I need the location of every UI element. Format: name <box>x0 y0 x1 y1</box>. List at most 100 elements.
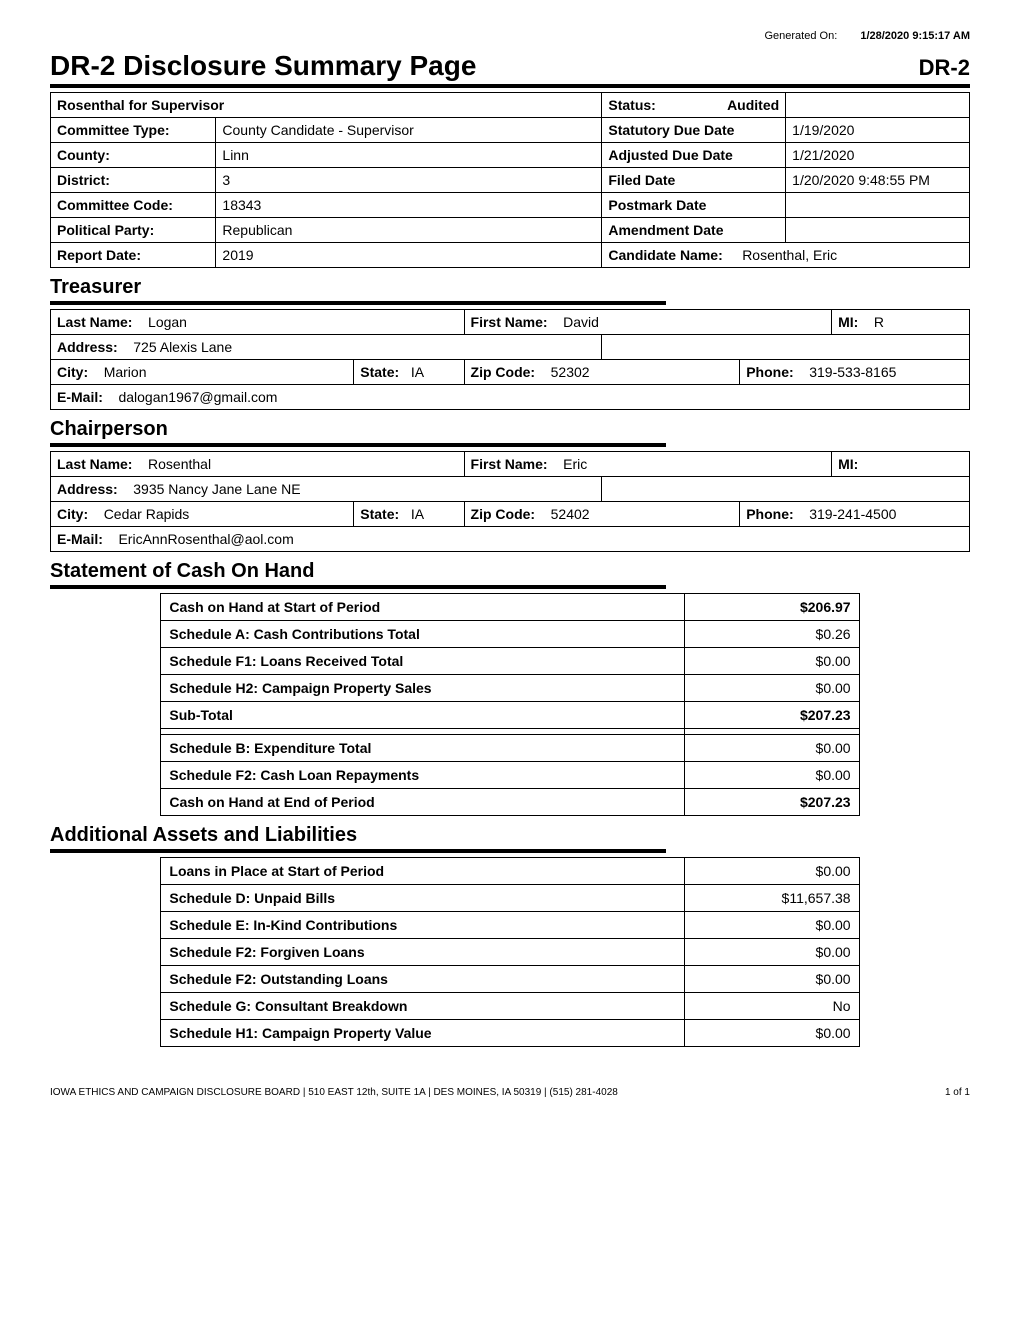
c-email-value: EricAnnRosenthal@aol.com <box>118 531 293 547</box>
filed-value: 1/20/2020 9:48:55 PM <box>792 172 930 188</box>
liability-row-value: $0.00 <box>685 939 860 966</box>
t-email-value: dalogan1967@gmail.com <box>118 389 277 405</box>
t-city-label: City: <box>57 364 88 380</box>
generated-label: Generated On: <box>764 30 837 42</box>
liabilities-table: Loans in Place at Start of Period$0.00Sc… <box>160 857 859 1047</box>
cash-row-value: $207.23 <box>685 789 860 816</box>
cash-row-label: Schedule H2: Campaign Property Sales <box>161 675 685 702</box>
c-last-value: Rosenthal <box>148 456 211 472</box>
t-first-label: First Name: <box>471 314 548 330</box>
c-mi-label: MI: <box>838 456 858 472</box>
status-cell: Status: Audited <box>602 93 786 118</box>
t-first-value: David <box>563 314 599 330</box>
page-title: DR-2 Disclosure Summary Page <box>50 50 476 82</box>
code-label: Committee Code: <box>57 197 173 213</box>
chairperson-header: Chairperson <box>50 418 666 447</box>
status-label: Status: <box>608 97 655 113</box>
t-zip-label: Zip Code: <box>471 364 536 380</box>
liability-row-label: Schedule E: In-Kind Contributions <box>161 912 685 939</box>
c-city-value: Cedar Rapids <box>104 506 190 522</box>
type-value: County Candidate - Supervisor <box>222 122 413 138</box>
c-phone-value: 319-241-4500 <box>809 506 896 522</box>
committee-name: Rosenthal for Supervisor <box>51 93 602 118</box>
county-value: Linn <box>222 147 248 163</box>
t-mi-label: MI: <box>838 314 858 330</box>
c-city-label: City: <box>57 506 88 522</box>
c-state-value: IA <box>411 506 424 522</box>
c-state-label: State: <box>360 506 399 522</box>
t-mi-value: R <box>874 314 884 330</box>
cash-row-label: Cash on Hand at End of Period <box>161 789 685 816</box>
cash-row-value: $207.23 <box>685 702 860 729</box>
district-value: 3 <box>222 172 230 188</box>
header-meta: Generated On: 1/28/2020 9:15:17 AM <box>50 30 970 42</box>
cash-row-label: Sub-Total <box>161 702 685 729</box>
cash-row-label: Schedule F2: Cash Loan Repayments <box>161 762 685 789</box>
code-value: 18343 <box>222 197 261 213</box>
liability-row-value: $0.00 <box>685 966 860 993</box>
c-address-value: 3935 Nancy Jane Lane NE <box>133 481 300 497</box>
cash-row-value: $0.00 <box>685 762 860 789</box>
t-last-label: Last Name: <box>57 314 132 330</box>
treasurer-table: Last Name: Logan First Name: David MI: R… <box>50 309 970 410</box>
cash-row-value: $0.00 <box>685 675 860 702</box>
t-zip-value: 52302 <box>551 364 590 380</box>
liability-row-value: $11,657.38 <box>685 885 860 912</box>
type-label: Committee Type: <box>57 122 170 138</box>
cash-row-label: Schedule F1: Loans Received Total <box>161 648 685 675</box>
cash-header: Statement of Cash On Hand <box>50 560 666 589</box>
generated-value: 1/28/2020 9:15:17 AM <box>860 30 970 42</box>
liability-row-label: Schedule H1: Campaign Property Value <box>161 1020 685 1047</box>
page-code: DR-2 <box>919 55 970 81</box>
liability-row-value: $0.00 <box>685 912 860 939</box>
empty-cell <box>786 93 970 118</box>
liability-row-label: Loans in Place at Start of Period <box>161 858 685 885</box>
t-phone-value: 319-533-8165 <box>809 364 896 380</box>
filed-label: Filed Date <box>608 172 675 188</box>
cash-row-label: Schedule B: Expenditure Total <box>161 735 685 762</box>
cash-row-value: $206.97 <box>685 594 860 621</box>
postmark-label: Postmark Date <box>608 197 706 213</box>
t-email-label: E-Mail: <box>57 389 103 405</box>
c-phone-label: Phone: <box>746 506 793 522</box>
liability-row-label: Schedule F2: Forgiven Loans <box>161 939 685 966</box>
c-first-value: Eric <box>563 456 587 472</box>
status-value: Audited <box>727 97 779 113</box>
c-last-label: Last Name: <box>57 456 132 472</box>
statutory-label: Statutory Due Date <box>608 122 734 138</box>
candidate-value: Rosenthal, Eric <box>742 247 837 263</box>
liability-row-label: Schedule F2: Outstanding Loans <box>161 966 685 993</box>
t-state-label: State: <box>360 364 399 380</box>
cash-row-label: Schedule A: Cash Contributions Total <box>161 621 685 648</box>
report-value: 2019 <box>222 247 253 263</box>
candidate-label: Candidate Name: <box>608 247 722 263</box>
district-label: District: <box>57 172 110 188</box>
liability-row-value: $0.00 <box>685 858 860 885</box>
cash-row-label: Cash on Hand at Start of Period <box>161 594 685 621</box>
liability-row-label: Schedule G: Consultant Breakdown <box>161 993 685 1020</box>
t-state-value: IA <box>411 364 424 380</box>
party-value: Republican <box>222 222 292 238</box>
t-city-value: Marion <box>104 364 147 380</box>
liability-row-value: $0.00 <box>685 1020 860 1047</box>
footer-page: 1 of 1 <box>945 1087 970 1098</box>
liability-row-label: Schedule D: Unpaid Bills <box>161 885 685 912</box>
committee-info-table: Rosenthal for Supervisor Status: Audited… <box>50 92 970 268</box>
t-address-label: Address: <box>57 339 118 355</box>
amendment-label: Amendment Date <box>608 222 723 238</box>
party-label: Political Party: <box>57 222 154 238</box>
c-address-label: Address: <box>57 481 118 497</box>
footer-org: IOWA ETHICS AND CAMPAIGN DISCLOSURE BOAR… <box>50 1087 618 1098</box>
liabilities-header: Additional Assets and Liabilities <box>50 824 666 853</box>
c-first-label: First Name: <box>471 456 548 472</box>
t-last-value: Logan <box>148 314 187 330</box>
cash-table: Cash on Hand at Start of Period$206.97Sc… <box>160 593 859 816</box>
c-zip-value: 52402 <box>551 506 590 522</box>
title-row: DR-2 Disclosure Summary Page DR-2 <box>50 50 970 88</box>
cash-row-value: $0.00 <box>685 648 860 675</box>
cash-row-value: $0.00 <box>685 735 860 762</box>
footer: IOWA ETHICS AND CAMPAIGN DISCLOSURE BOAR… <box>50 1087 970 1098</box>
treasurer-header: Treasurer <box>50 276 666 305</box>
c-email-label: E-Mail: <box>57 531 103 547</box>
report-label: Report Date: <box>57 247 141 263</box>
